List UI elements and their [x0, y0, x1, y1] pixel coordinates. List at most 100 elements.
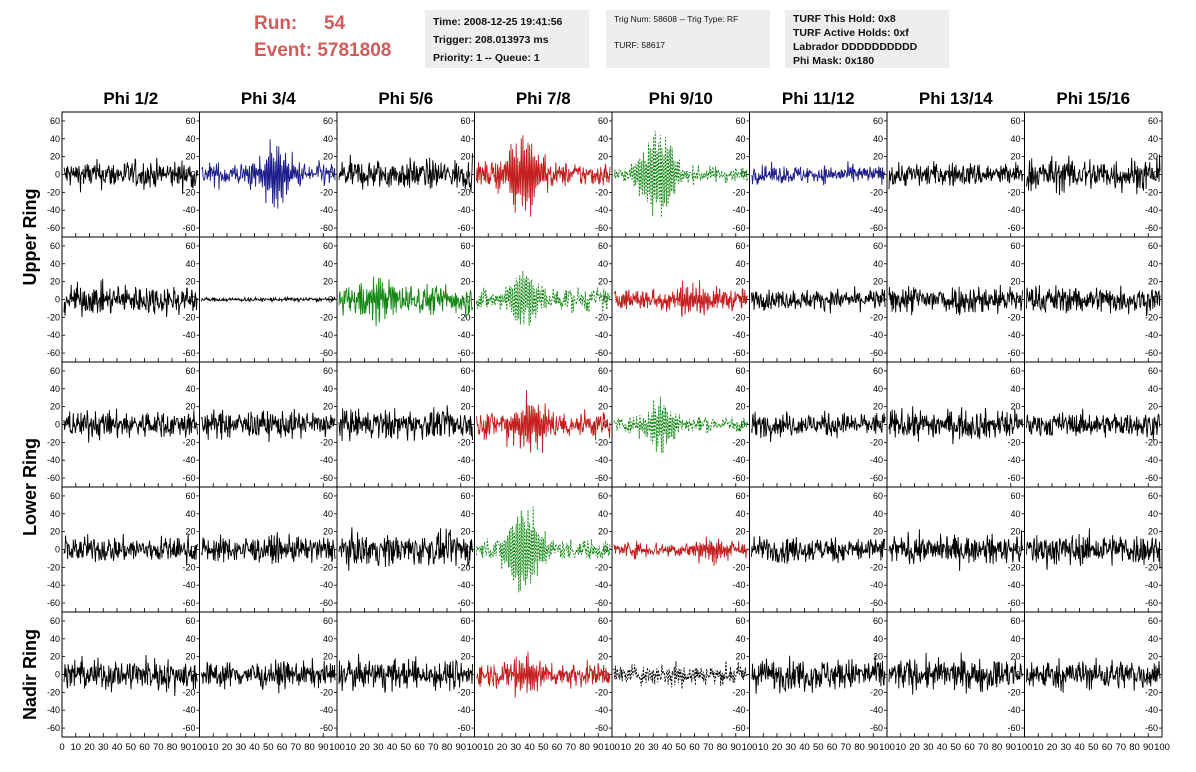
y-tick-label: -40 [1145, 205, 1158, 215]
event-value: 5781808 [317, 40, 392, 61]
x-tick-label: 70 [840, 742, 851, 753]
y-tick-label: 40 [50, 634, 60, 644]
y-tick-label: -20 [870, 312, 883, 322]
y-tick-label: -40 [1145, 580, 1158, 590]
ring-label: Lower Ring [20, 438, 40, 536]
x-tick-label: 70 [978, 742, 989, 753]
y-tick-label: 0 [603, 295, 608, 305]
y-tick-label: -60 [1145, 598, 1158, 608]
column-header: Phi 13/14 [919, 89, 993, 108]
y-tick-label: -20 [457, 312, 470, 322]
y-tick-label: -40 [47, 705, 60, 715]
y-tick-label: 40 [735, 509, 745, 519]
x-tick-label: 90 [868, 742, 879, 753]
waveform-line [201, 657, 336, 694]
waveform-line [1026, 285, 1161, 317]
waveform-line [338, 405, 473, 442]
y-tick-label: 60 [873, 491, 883, 501]
y-tick-label: 60 [323, 491, 333, 501]
panel-frame [611, 361, 750, 488]
x-tick-label: 80 [1129, 742, 1140, 753]
y-tick-label: 60 [1010, 491, 1020, 501]
run-event-box: Run: 54 Event: 5781808 [254, 10, 391, 64]
x-tick-label: 100 [879, 742, 895, 753]
y-tick-label: 60 [460, 491, 470, 501]
y-tick-label: -20 [732, 687, 745, 697]
y-tick-label: 0 [1015, 295, 1020, 305]
waveform-line [613, 536, 748, 566]
trigger-text: Trigger: 208.013973 ms [433, 34, 549, 46]
y-tick-label: 60 [873, 366, 883, 376]
y-tick-label: -20 [1145, 562, 1158, 572]
y-tick-label: 40 [873, 509, 883, 519]
y-tick-label: -40 [182, 705, 195, 715]
waveform-line [888, 652, 1023, 695]
waveform-line [751, 410, 886, 443]
y-tick-label: 40 [735, 134, 745, 144]
y-tick-label: 60 [873, 616, 883, 626]
y-tick-label: -20 [870, 687, 883, 697]
x-tick-label: 30 [785, 742, 796, 753]
x-tick-label: 90 [455, 742, 466, 753]
x-tick-label: 70 [1115, 742, 1126, 753]
x-tick-label: 50 [1088, 742, 1099, 753]
y-tick-label: -20 [320, 312, 333, 322]
waveform-line [63, 157, 198, 195]
ring-label: Nadir Ring [20, 629, 40, 720]
y-tick-label: -40 [870, 330, 883, 340]
x-tick-label: 60 [277, 742, 288, 753]
y-tick-label: 20 [1148, 652, 1158, 662]
y-tick-label: -20 [182, 437, 195, 447]
y-tick-label: -40 [320, 455, 333, 465]
x-tick-label: 50 [125, 742, 136, 753]
y-tick-label: 20 [598, 527, 608, 537]
column-header: Phi 11/12 [782, 89, 855, 108]
turf-active-text: TURF Active Holds: 0xf [793, 27, 909, 39]
y-tick-label: -60 [47, 348, 60, 358]
panel-frame [474, 486, 613, 613]
y-tick-label: -20 [47, 312, 60, 322]
y-tick-label: 40 [1148, 509, 1158, 519]
waveform-line [613, 131, 748, 218]
y-tick-label: 20 [323, 402, 333, 412]
y-tick-label: -20 [320, 562, 333, 572]
y-tick-label: -20 [182, 562, 195, 572]
x-tick-label: 60 [689, 742, 700, 753]
x-tick-label: 30 [235, 742, 246, 753]
y-tick-label: -60 [595, 473, 608, 483]
x-tick-label: 40 [524, 742, 535, 753]
y-tick-label: -40 [320, 205, 333, 215]
waveform-line [63, 533, 198, 566]
y-tick-label: 40 [1010, 134, 1020, 144]
waveform-line [201, 532, 336, 565]
x-tick-label: 80 [167, 742, 178, 753]
x-tick-label: 60 [964, 742, 975, 753]
y-tick-label: 20 [460, 402, 470, 412]
x-tick-label: 50 [950, 742, 961, 753]
x-tick-label: 50 [263, 742, 274, 753]
y-tick-label: 0 [190, 545, 195, 555]
panel-frame [749, 361, 888, 488]
x-tick-label: 50 [538, 742, 549, 753]
y-tick-label: -40 [732, 455, 745, 465]
y-tick-label: -40 [1007, 580, 1020, 590]
y-tick-label: 40 [873, 634, 883, 644]
waveform-line [1026, 408, 1161, 441]
y-tick-label: -20 [457, 562, 470, 572]
y-tick-label: -40 [457, 580, 470, 590]
y-tick-label: 60 [460, 241, 470, 251]
x-tick-label: 10 [208, 742, 219, 753]
y-tick-label: -60 [182, 598, 195, 608]
y-tick-label: -60 [732, 598, 745, 608]
y-tick-label: -60 [47, 723, 60, 733]
y-tick-label: 60 [735, 491, 745, 501]
waveform-line [751, 286, 886, 314]
y-tick-label: 20 [50, 277, 60, 287]
y-tick-label: 60 [50, 116, 60, 126]
x-tick-label: 60 [827, 742, 838, 753]
y-tick-label: -40 [457, 205, 470, 215]
y-tick-label: 20 [735, 277, 745, 287]
x-tick-label: 80 [992, 742, 1003, 753]
y-tick-label: -60 [595, 598, 608, 608]
y-tick-label: 20 [735, 152, 745, 162]
